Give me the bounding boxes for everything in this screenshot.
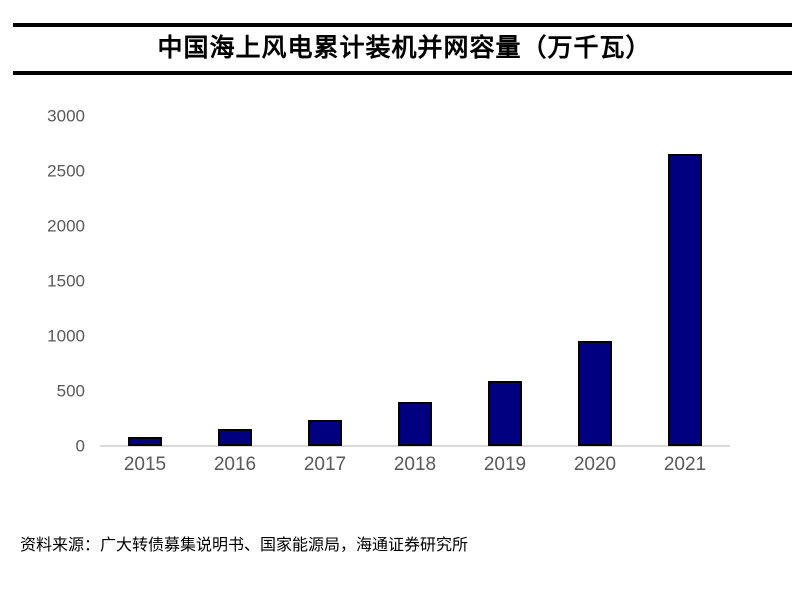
x-axis-line <box>100 445 730 447</box>
x-tick-label-2018: 2018 <box>393 454 437 475</box>
bar-2017 <box>308 420 342 446</box>
title-bottom-rule <box>13 71 792 75</box>
x-tick-label-2017: 2017 <box>303 454 347 475</box>
bar-2016 <box>218 429 252 446</box>
title-top-rule <box>13 23 792 27</box>
chart-title: 中国海上风电累计装机并网容量（万千瓦） <box>157 35 652 62</box>
y-tick-label-1500: 1500 <box>47 271 85 291</box>
bar-2019 <box>488 381 522 446</box>
bar-2015 <box>128 437 162 446</box>
bar-2018 <box>398 402 432 446</box>
x-tick-label-2016: 2016 <box>213 454 257 475</box>
source-note: 资料来源：广大转债募集说明书、国家能源局，海通证券研究所 <box>20 537 469 554</box>
y-tick-label-0: 0 <box>75 436 85 456</box>
x-axis: 2015 2016 2017 2018 2019 2020 2021 <box>100 452 730 478</box>
y-axis: 0 500 1000 1500 2000 2500 3000 <box>25 108 85 455</box>
y-tick-label-3000: 3000 <box>47 106 85 126</box>
plot-area <box>100 116 730 447</box>
x-tick-label-2019: 2019 <box>483 454 527 475</box>
x-tick-label-2015: 2015 <box>123 454 167 475</box>
y-tick-label-1000: 1000 <box>47 326 85 346</box>
y-tick-label-2500: 2500 <box>47 161 85 181</box>
x-tick-label-2020: 2020 <box>573 454 617 475</box>
bar-2021 <box>668 154 702 446</box>
x-tick-label-2021: 2021 <box>663 454 707 475</box>
bar-2020 <box>578 341 612 446</box>
y-tick-label-500: 500 <box>56 381 85 401</box>
y-tick-label-2000: 2000 <box>47 216 85 236</box>
